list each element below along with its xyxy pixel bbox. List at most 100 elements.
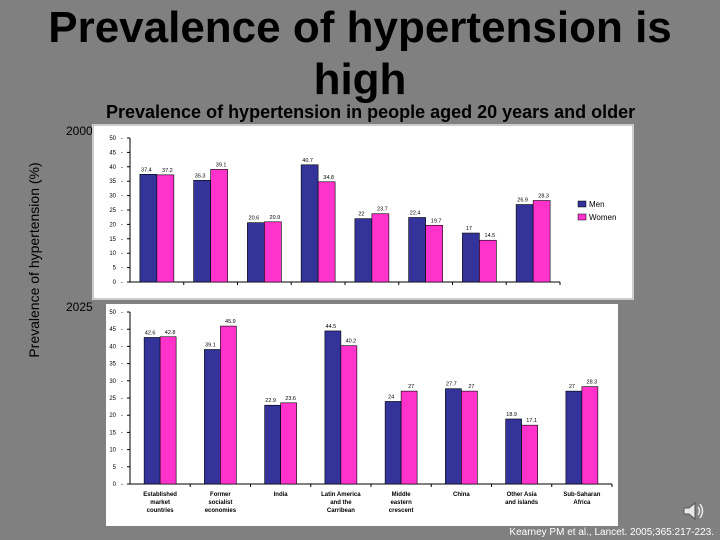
y-tick-dash: - <box>121 448 123 454</box>
y-tick-label: 15 <box>109 430 116 436</box>
bar-men <box>505 418 522 485</box>
chart-subtitle: Prevalence of hypertension in people age… <box>106 102 636 122</box>
data-label: 26.9 <box>517 198 528 204</box>
citation: Kearney PM et al., Lancet. 2005;365:217-… <box>509 527 714 538</box>
y-tick-dash: - <box>121 310 123 316</box>
data-label: 24 <box>388 394 394 400</box>
data-label: 39.1 <box>205 342 216 348</box>
y-tick-label: 0 <box>113 280 117 286</box>
y-tick-dash: - <box>121 430 123 436</box>
chart-panel-2025: 0-5-10-15-20-25-30-35-40-45-50-42.6 42.8 E… <box>106 304 618 526</box>
y-tick-label: 25 <box>109 208 116 214</box>
slide-title-line-1: Prevalence of hypertension is <box>48 3 672 52</box>
data-label: 14.5 <box>485 233 496 239</box>
data-label: 20.6 <box>249 216 260 222</box>
y-tick-dash: - <box>121 266 123 272</box>
bar-men <box>354 218 373 283</box>
bar-men <box>139 173 158 283</box>
category-label: Sub-Saharan <box>563 492 600 498</box>
y-tick-dash: - <box>121 465 123 471</box>
bar-women <box>156 174 175 283</box>
y-tick-dash: - <box>121 413 123 419</box>
category-label: market <box>150 500 170 506</box>
bar-women <box>371 213 390 283</box>
year-label-2025: 2025 <box>66 300 93 314</box>
bar-women <box>521 424 538 485</box>
speaker-icon[interactable] <box>682 500 706 522</box>
y-tick-dash: - <box>121 194 123 200</box>
legend-label-women: Women <box>589 213 616 222</box>
y-tick-dash: - <box>121 327 123 333</box>
slide-title: Prevalence of hypertension is high <box>0 2 720 106</box>
y-tick-label: 10 <box>109 251 116 257</box>
bar-women <box>479 239 497 283</box>
y-tick-label: 20 <box>109 222 116 228</box>
y-tick-dash: - <box>121 165 123 171</box>
y-tick-label: 15 <box>109 237 116 243</box>
data-label: 27 <box>569 384 575 390</box>
legend-label-men: Men <box>589 200 605 209</box>
data-label: 35.3 <box>195 173 206 179</box>
y-tick-dash: - <box>121 222 123 228</box>
category-label: Latin America <box>321 492 361 498</box>
data-label: 45.9 <box>225 319 236 325</box>
y-tick-dash: - <box>121 237 123 243</box>
chart-2000: 0 -5 -10 -15 -20 -25 -30 -35 -40 -45 -50 -37.4 37.23… <box>92 124 634 300</box>
bar-women <box>461 390 478 485</box>
data-label: 28.3 <box>538 193 549 199</box>
category-label: Other Asia <box>507 492 538 498</box>
data-label: 27 <box>408 384 414 390</box>
y-tick-dash: - <box>121 482 123 488</box>
data-label: 19.7 <box>431 218 442 224</box>
category-label: Established <box>143 492 177 498</box>
category-label: China <box>453 492 470 498</box>
data-label: 22.4 <box>410 210 421 216</box>
bar-men <box>264 404 281 485</box>
bar-women <box>280 402 297 485</box>
bar-men <box>462 232 480 283</box>
category-label: and islands <box>505 500 539 506</box>
year-label-2000: 2000 <box>66 124 93 138</box>
y-tick-label: 35 <box>109 179 116 185</box>
y-tick-dash: - <box>121 280 123 286</box>
y-tick-dash: - <box>121 208 123 214</box>
category-label: Former <box>210 492 231 498</box>
chart-2025: 0 -5 -10 -15 -20 -25 -30 -35 -40 -45 -50 -42.6 42.8E… <box>109 310 613 514</box>
data-label: 37.2 <box>162 168 173 174</box>
category-label: crescent <box>389 508 414 514</box>
bar-women <box>264 221 282 283</box>
y-tick-label: 45 <box>109 150 116 156</box>
bar-men <box>143 337 161 485</box>
y-axis-label: Prevalence of hypertension (%) <box>26 162 42 358</box>
category-label: and the <box>330 500 352 506</box>
bar-men <box>384 401 402 485</box>
data-label: 40.7 <box>302 158 313 164</box>
data-label: 40.2 <box>346 339 357 345</box>
y-tick-label: 50 <box>109 310 116 316</box>
y-tick-dash: - <box>121 379 123 385</box>
data-label: 17 <box>466 226 472 232</box>
category-label: socialist <box>208 500 232 506</box>
category-label: Middle <box>392 492 412 498</box>
y-tick-label: 35 <box>109 362 116 368</box>
y-tick-label: 25 <box>109 396 116 402</box>
data-label: 23.6 <box>285 396 296 402</box>
data-label: 17.1 <box>526 418 537 424</box>
slide-title-line-2: high <box>313 55 407 104</box>
data-label: 22.9 <box>265 398 276 404</box>
y-tick-label: 0 <box>113 482 117 488</box>
data-label: 20.9 <box>270 215 281 221</box>
y-tick-dash: - <box>121 396 123 402</box>
bar-men <box>204 349 221 485</box>
bar-men <box>445 388 462 485</box>
bar-women <box>400 390 418 485</box>
bar-men <box>408 217 426 283</box>
data-label: 44.5 <box>326 324 337 330</box>
data-label: 39.1 <box>216 162 227 168</box>
bar-women <box>210 169 228 283</box>
y-tick-label: 10 <box>109 448 116 454</box>
y-tick-dash: - <box>121 344 123 350</box>
data-label: 42.8 <box>165 330 176 336</box>
y-tick-label: 5 <box>113 465 117 471</box>
bar-men <box>565 390 583 485</box>
